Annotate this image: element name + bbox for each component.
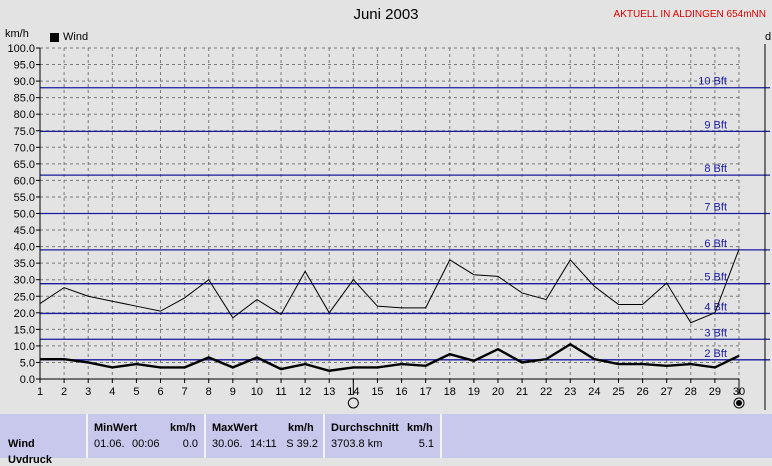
max-value: S 39.2 bbox=[286, 438, 318, 450]
x-tick-label: 28 bbox=[685, 386, 697, 398]
x-tick-label: 29 bbox=[709, 386, 721, 398]
x-tick-label: 26 bbox=[636, 386, 648, 398]
y-tick-label: 25.0 bbox=[14, 291, 35, 303]
x-tick-label: 21 bbox=[516, 386, 528, 398]
y-axis-unit: km/h bbox=[5, 28, 29, 40]
x-tick-label: 6 bbox=[157, 386, 163, 398]
y-tick-label: 10.0 bbox=[14, 341, 35, 353]
x-tick-label: 4 bbox=[109, 386, 115, 398]
stats-separator bbox=[86, 414, 88, 458]
beaufort-label: 7 Bft bbox=[704, 202, 727, 214]
series-line-mean bbox=[40, 342, 740, 372]
stats-separator bbox=[204, 414, 206, 458]
y-tick-label: 20.0 bbox=[14, 308, 35, 320]
min-time: 00:06 bbox=[132, 438, 160, 450]
y-tick-label: 45.0 bbox=[14, 225, 35, 237]
y-tick-label: 35.0 bbox=[14, 258, 35, 270]
stats-panel: Wind Uvdruck MinWert km/h 01.06. 00:06 0… bbox=[0, 414, 772, 466]
x-tick-label: 23 bbox=[564, 386, 576, 398]
x-tick-label: 9 bbox=[230, 386, 236, 398]
y-tick-label: 100.0 bbox=[7, 43, 35, 55]
y-tick-label: 50.0 bbox=[14, 209, 35, 221]
beaufort-label: 5 Bft bbox=[704, 272, 727, 284]
beaufort-label: 8 Bft bbox=[704, 163, 727, 175]
beaufort-label: 9 Bft bbox=[704, 119, 727, 131]
x-tick-label: 5 bbox=[133, 386, 139, 398]
x-tick-label: 13 bbox=[323, 386, 335, 398]
x-tick-label: 16 bbox=[395, 386, 407, 398]
max-time: 14:11 bbox=[250, 438, 277, 450]
beaufort-label: 6 Bft bbox=[704, 238, 727, 250]
y-tick-label: 95.0 bbox=[14, 60, 35, 72]
y-tick-label: 70.0 bbox=[14, 142, 35, 154]
x-tick-label: 10 bbox=[251, 386, 263, 398]
y-tick-label: 75.0 bbox=[14, 126, 35, 138]
y-tick-label: 55.0 bbox=[14, 192, 35, 204]
y-tick-label: 60.0 bbox=[14, 175, 35, 187]
chart-title: Juni 2003 bbox=[353, 6, 419, 23]
x-tick-label: 11 bbox=[275, 386, 286, 398]
legend-label: Wind bbox=[63, 31, 89, 43]
y-tick-label: 65.0 bbox=[14, 159, 35, 171]
y-tick-label: 30.0 bbox=[14, 275, 35, 287]
min-value: 0.0 bbox=[182, 438, 198, 450]
x-tick-label: 1 bbox=[37, 386, 43, 398]
beaufort-label: 3 Bft bbox=[704, 327, 727, 339]
y-tick-label: 80.0 bbox=[14, 109, 35, 121]
x-tick-label: 18 bbox=[444, 386, 456, 398]
y-tick-label: 85.0 bbox=[14, 93, 35, 105]
max-date: 30.06. bbox=[212, 438, 243, 450]
min-date: 01.06. bbox=[94, 438, 125, 450]
x-tick-label: 19 bbox=[468, 386, 480, 398]
max-header: MaxWert bbox=[212, 422, 258, 434]
avg-header: Durchschnitt bbox=[331, 422, 399, 434]
y-tick-label: 0.0 bbox=[20, 374, 35, 386]
x-tick-label: 3 bbox=[85, 386, 91, 398]
y-tick-label: 15.0 bbox=[14, 324, 35, 336]
stats-separator bbox=[440, 414, 442, 458]
x-tick-label: 27 bbox=[661, 386, 673, 398]
x-tick-label: 8 bbox=[206, 386, 212, 398]
x-tick-label: 12 bbox=[299, 386, 311, 398]
stats-separator bbox=[323, 414, 325, 458]
y-tick-label: 40.0 bbox=[14, 242, 35, 254]
min-header: MinWert bbox=[94, 422, 138, 434]
new-moon-icon-fill bbox=[736, 400, 742, 406]
min-unit: km/h bbox=[170, 422, 196, 434]
x-tick-label: 25 bbox=[612, 386, 624, 398]
stats-next-row-label: Uvdruck bbox=[8, 454, 53, 466]
right-axis-unit: d bbox=[765, 31, 772, 43]
x-tick-label: 7 bbox=[182, 386, 188, 398]
series-line-max bbox=[39, 249, 740, 324]
x-tick-label: 15 bbox=[371, 386, 383, 398]
legend: Wind bbox=[50, 31, 88, 43]
line-chart: 0.0 5.0 10.0 15.0 20.0 25.0 30.0 35.0 40.0 45.0 50… bbox=[7, 43, 770, 410]
x-tick-label: 22 bbox=[540, 386, 552, 398]
x-tick-label: 20 bbox=[492, 386, 504, 398]
beaufort-label: 10 Bft bbox=[698, 76, 727, 88]
beaufort-label: 2 Bft bbox=[704, 348, 727, 360]
y-tick-label: 5.0 bbox=[20, 357, 35, 369]
avg-value: 5.1 bbox=[418, 438, 434, 450]
y-tick-label: 90.0 bbox=[14, 76, 35, 88]
max-unit: km/h bbox=[288, 422, 314, 434]
legend-swatch bbox=[50, 32, 59, 42]
stats-row-label: Wind bbox=[8, 438, 35, 450]
x-tick-label: 17 bbox=[420, 386, 432, 398]
location-label: AKTUELL IN ALDINGEN 654mNN bbox=[613, 9, 766, 20]
x-tick-label: 24 bbox=[588, 386, 600, 398]
avg-unit: km/h bbox=[407, 422, 433, 434]
avg-distance: 3703.8 km bbox=[331, 438, 383, 450]
beaufort-label: 4 Bft bbox=[704, 301, 727, 313]
x-tick-label: 2 bbox=[61, 386, 67, 398]
full-moon-icon bbox=[347, 397, 359, 409]
